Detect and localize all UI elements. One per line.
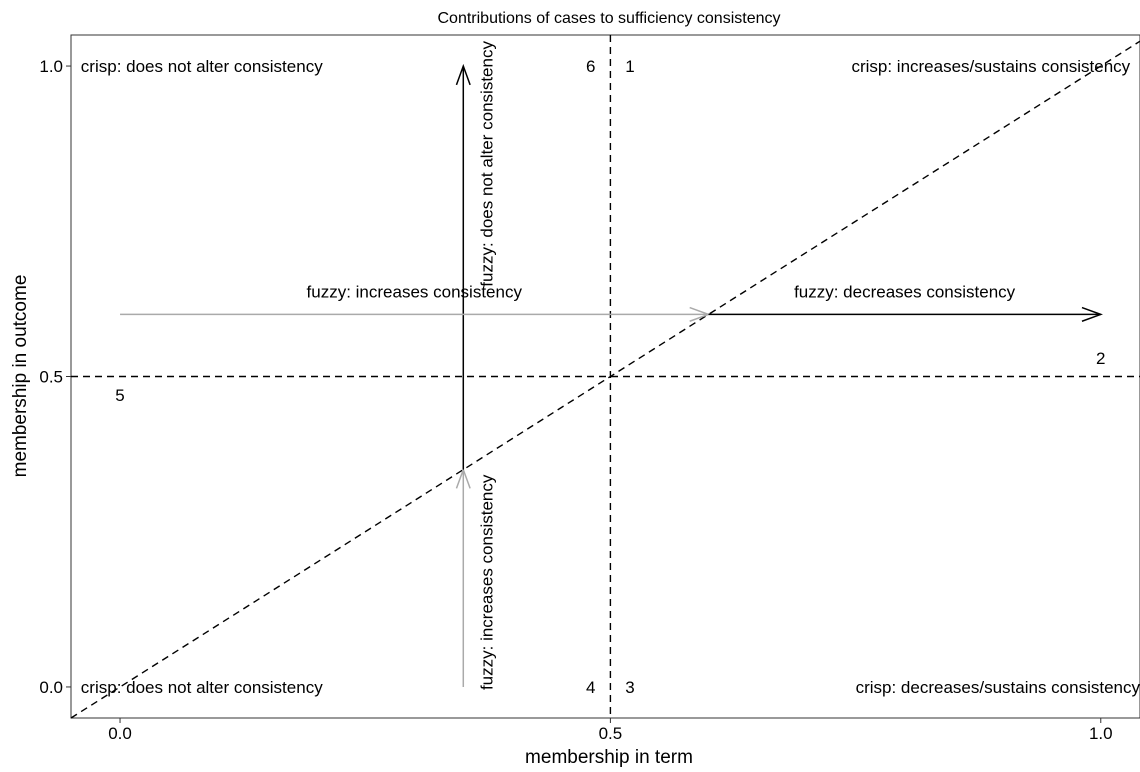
arrow-label-2: fuzzy: does not alter consistency xyxy=(477,41,496,287)
x-tick-label: 0.0 xyxy=(108,724,132,743)
case-number-1: 1 xyxy=(625,57,634,76)
quadrant-label-3: crisp: does not alter consistency xyxy=(81,678,323,697)
axes-layer: 0.0 0.5 1.0 0.0 0.5 1.0 xyxy=(39,57,1112,743)
reference-lines-layer xyxy=(70,35,1140,719)
y-axis-label: membership in outcome xyxy=(10,275,31,478)
y-tick-label: 0.5 xyxy=(39,368,63,387)
x-axis-label: membership in term xyxy=(525,747,693,767)
arrow-label-4: fuzzy: decreases consistency xyxy=(794,282,1016,301)
x-tick-label: 0.5 xyxy=(599,724,623,743)
arrow-label-1: fuzzy: increases consistency xyxy=(477,474,496,690)
case-number-5: 5 xyxy=(115,386,124,405)
chart-title: Contributions of cases to sufficiency co… xyxy=(438,10,781,27)
case-number-6: 6 xyxy=(586,57,595,76)
case-number-4: 4 xyxy=(586,678,595,697)
quadrant-label-2: crisp: increases/sustains consistency xyxy=(851,57,1130,76)
arrow-head-2 xyxy=(455,63,471,86)
diagonal-consistency-line xyxy=(70,40,1140,719)
arrow-head-4 xyxy=(1081,306,1103,322)
case-number-3: 3 xyxy=(625,678,634,697)
case-number-2: 2 xyxy=(1096,349,1105,368)
y-tick-label: 0.0 xyxy=(39,678,63,697)
y-tick-label: 1.0 xyxy=(39,57,63,76)
arrow-label-3: fuzzy: increases consistency xyxy=(307,282,523,301)
quadrant-label-4: crisp: decreases/sustains consistency xyxy=(856,678,1140,697)
quadrant-label-1: crisp: does not alter consistency xyxy=(81,57,323,76)
arrows-layer xyxy=(120,63,1103,687)
x-tick-label: 1.0 xyxy=(1089,724,1113,743)
